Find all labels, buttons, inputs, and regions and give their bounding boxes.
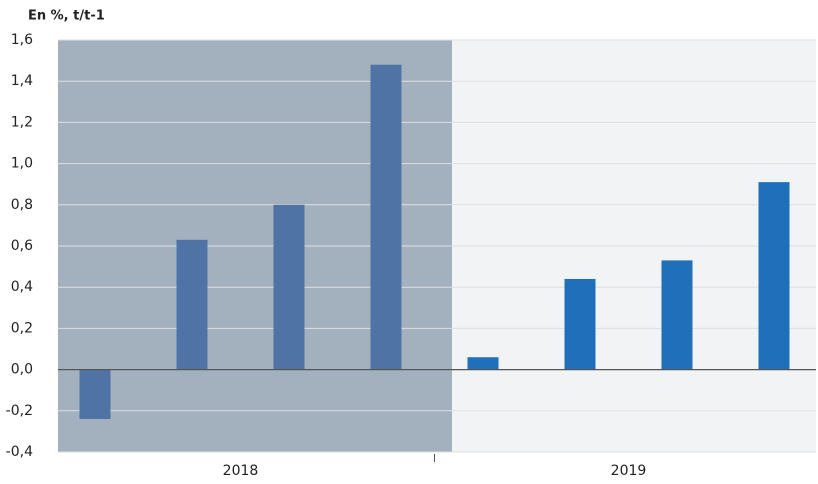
y-tick-label: 1,2 xyxy=(11,114,33,130)
bar xyxy=(564,278,596,370)
y-tick-label: 0,0 xyxy=(11,362,33,378)
y-tick-label: 1,0 xyxy=(11,156,33,172)
y-tick-label: 1,4 xyxy=(11,73,33,89)
y-axis-label: En %, t/t-1 xyxy=(28,9,105,24)
y-tick-label: -0,2 xyxy=(6,403,33,419)
x-group-label: 2018 xyxy=(223,463,259,479)
y-tick-label: 0,2 xyxy=(11,320,33,336)
bar xyxy=(370,64,402,370)
y-tick-label: 0,4 xyxy=(11,279,33,295)
x-group-label: 2019 xyxy=(611,463,647,479)
y-tick-label: 1,6 xyxy=(11,32,33,48)
y-tick-label: 0,8 xyxy=(11,197,33,213)
bar xyxy=(273,204,305,370)
bar xyxy=(176,239,208,370)
bar xyxy=(758,182,790,370)
bar xyxy=(661,260,693,370)
y-tick-label: -0,4 xyxy=(6,444,33,460)
bar xyxy=(79,369,111,420)
bar xyxy=(467,357,499,370)
y-tick-label: 0,6 xyxy=(11,238,33,254)
